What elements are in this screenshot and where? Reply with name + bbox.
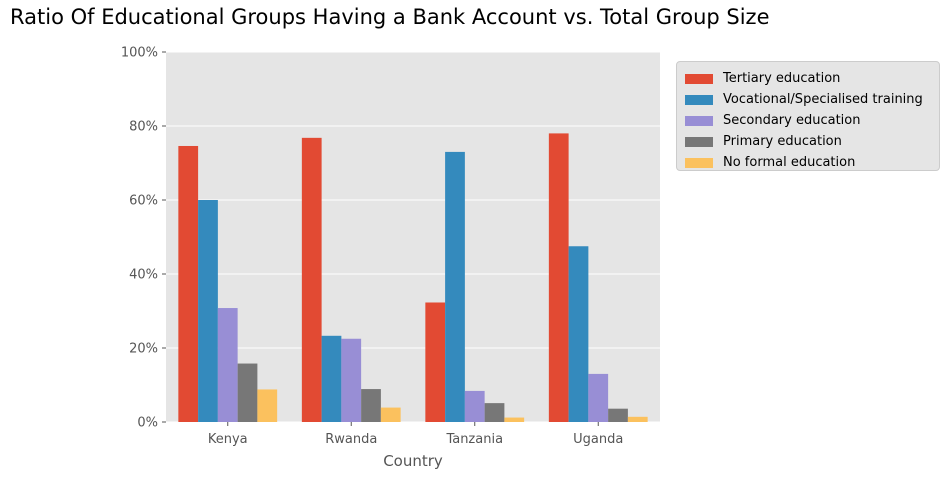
- legend-swatch: [685, 157, 713, 168]
- y-tick-label: 40%: [129, 268, 158, 283]
- bar: [484, 403, 505, 422]
- legend-swatch: [685, 136, 713, 147]
- y-tick-label: 100%: [121, 46, 158, 61]
- bar: [341, 338, 362, 422]
- bar: [380, 407, 401, 422]
- x-axis: Kenya Rwanda Tanzania Uganda: [208, 422, 623, 447]
- legend-label: Tertiary education: [723, 71, 841, 86]
- x-tick-label: Tanzania: [445, 432, 503, 447]
- y-tick-label: 0%: [137, 416, 158, 431]
- y-axis: 0% 20% 40% 60% 80% 100%: [121, 46, 166, 431]
- y-tick-label: 20%: [129, 342, 158, 357]
- bar: [178, 145, 199, 423]
- x-axis-label: Country: [383, 452, 443, 470]
- bar: [198, 200, 218, 422]
- legend-label: Vocational/Specialised training: [723, 92, 923, 107]
- legend-item: Primary education: [685, 131, 939, 152]
- bar: [588, 373, 609, 422]
- legend-item: Vocational/Specialised training: [685, 89, 939, 110]
- legend-label: No formal education: [723, 155, 856, 170]
- bar: [301, 137, 322, 422]
- legend: Tertiary education Vocational/Specialised…: [676, 61, 940, 171]
- bar: [504, 417, 525, 422]
- bar: [548, 133, 569, 422]
- y-tick-label: 60%: [129, 194, 158, 209]
- legend-swatch: [685, 73, 713, 84]
- bar: [321, 335, 342, 422]
- legend-item: Tertiary education: [685, 68, 939, 89]
- chart-title: Ratio Of Educational Groups Having a Ban…: [10, 5, 770, 29]
- legend-item: No formal education: [685, 152, 939, 173]
- x-tick-label: Uganda: [573, 432, 623, 447]
- bar: [608, 408, 628, 422]
- y-tick-label: 80%: [129, 120, 158, 135]
- bar: [217, 308, 238, 422]
- legend-item: Secondary education: [685, 110, 939, 131]
- bar: [445, 151, 465, 422]
- bar: [425, 302, 446, 422]
- legend-swatch: [685, 94, 713, 105]
- bar: [464, 390, 485, 422]
- legend-label: Primary education: [723, 134, 842, 149]
- bars: [178, 133, 648, 423]
- bar: [627, 416, 648, 422]
- bar: [237, 363, 258, 422]
- x-tick-label: Rwanda: [325, 432, 377, 447]
- bar: [257, 389, 278, 422]
- x-tick-label: Kenya: [208, 432, 248, 447]
- legend-label: Secondary education: [723, 113, 861, 128]
- bar: [361, 389, 381, 422]
- legend-swatch: [685, 115, 713, 126]
- bar: [568, 246, 589, 422]
